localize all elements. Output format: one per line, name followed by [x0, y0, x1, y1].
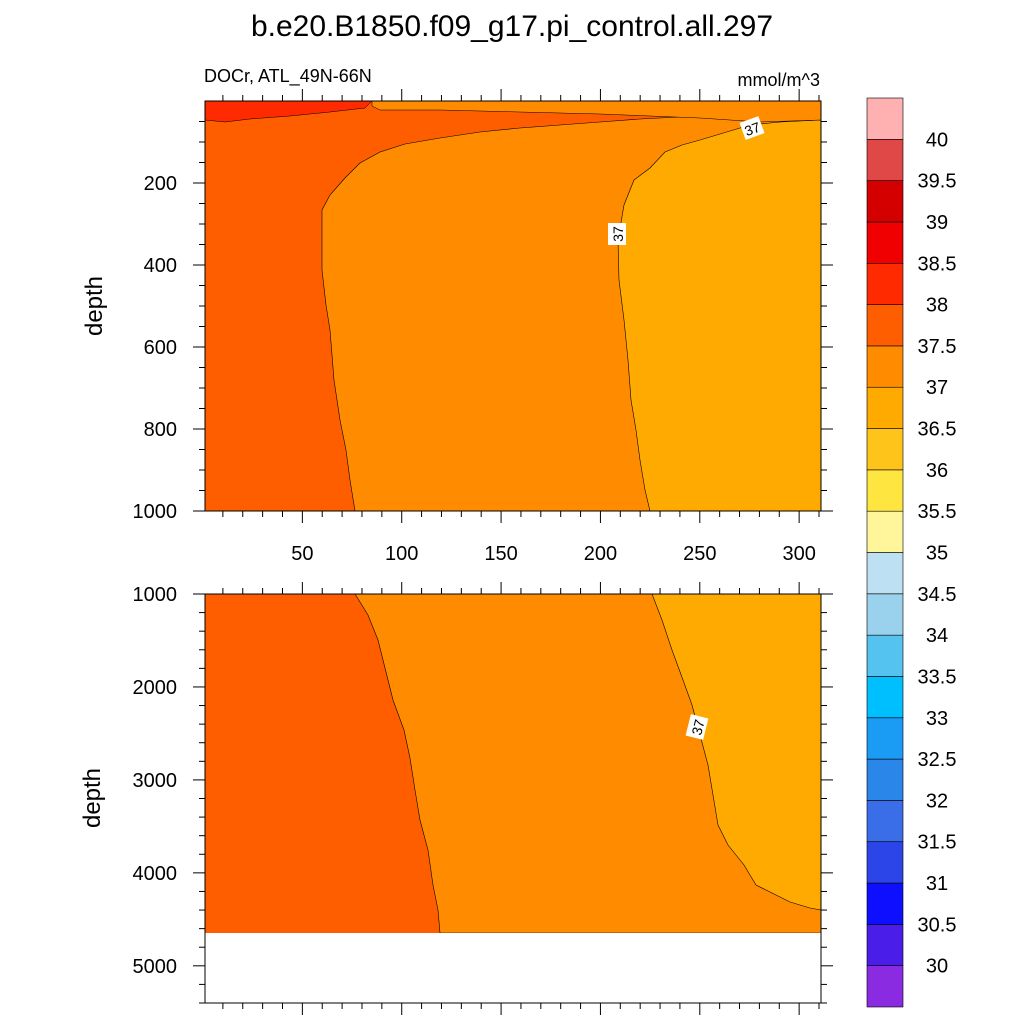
lower-y-axis: 1000 2000 3000 4000 5000: [133, 584, 833, 1004]
upper-region-36.5-37: [617, 119, 822, 512]
colorbar-label: 39.5: [918, 171, 957, 193]
colorbar-box: [866, 97, 904, 140]
colorbar-label: 39: [926, 212, 948, 234]
colorbar-label: 36: [926, 460, 948, 482]
colorbar-label: 30.5: [918, 914, 957, 936]
colorbar-box: [866, 593, 904, 636]
lower-ytick-label: 5000: [133, 956, 178, 978]
colorbar-label: 40: [926, 129, 948, 151]
upper-ytick-label: 800: [144, 419, 177, 441]
colorbar-label: 37: [926, 377, 948, 399]
upper-ytick-label: 600: [144, 337, 177, 359]
colorbar-box: [866, 882, 904, 925]
colorbar-label: 31: [926, 873, 948, 895]
lower-ytick-label: 2000: [133, 677, 178, 699]
colorbar-label: 37.5: [918, 336, 957, 358]
colorbar-label: 30: [926, 956, 948, 978]
upper-ytick-label: 200: [144, 173, 177, 195]
upper-panel: 37 37 200 400 600 800 1000 50 100 150 200 250 300…: [81, 89, 833, 565]
upper-xtick-label: 200: [584, 543, 617, 565]
upper-contour-label-1-text: 37: [742, 119, 762, 139]
colorbar-box: [866, 965, 904, 1008]
upper-x-axis: 50 100 150 200 250 300: [222, 89, 820, 565]
colorbar-label: 36.5: [918, 419, 957, 441]
upper-xtick-label: 150: [484, 543, 517, 565]
lower-ylabel: depth: [79, 768, 106, 828]
colorbar-label: 35.5: [918, 501, 957, 523]
colorbar-label: 33: [926, 708, 948, 730]
upper-contour-label-1: 37: [739, 116, 765, 140]
upper-region-38-38.5: [204, 100, 373, 123]
upper-y-axis: 200 400 600 800 1000: [133, 121, 833, 523]
colorbar-box: [866, 717, 904, 760]
colorbar-label: 31.5: [918, 832, 957, 854]
lower-panel: 37 1000 2000 3000 4000 5000 depth: [79, 582, 833, 1015]
colorbar-box: [866, 510, 904, 553]
colorbar-box: [866, 552, 904, 595]
colorbar-box: [866, 304, 904, 347]
upper-ytick-label: 400: [144, 255, 177, 277]
lower-ytick-label: 1000: [133, 584, 178, 606]
upper-xtick-label: 250: [683, 543, 716, 565]
colorbar-box: [866, 139, 904, 181]
lower-ytick-label: 3000: [133, 770, 178, 792]
colorbar-box: [866, 345, 904, 388]
lower-contour-label: 37: [685, 714, 709, 740]
units-label: mmol/m^3: [738, 70, 820, 90]
colorbar-box: [866, 221, 904, 264]
upper-xtick-label: 50: [291, 543, 313, 565]
colorbar-label: 32.5: [918, 749, 957, 771]
upper-contour-label-2: 37: [608, 223, 626, 245]
colorbar: 30 30.5 31 31.5 32 32.5 33 33.5 34 34.5 35 35.5 36 36…: [866, 97, 957, 1008]
colorbar-box: [866, 676, 904, 719]
colorbar-label: 33.5: [918, 666, 957, 688]
colorbar-label: 35: [926, 543, 948, 565]
lower-region-36.5-37: [651, 593, 822, 911]
colorbar-box: [866, 800, 904, 843]
upper-xtick-label: 100: [385, 543, 418, 565]
upper-ylabel: depth: [81, 276, 108, 336]
colorbar-box: [866, 841, 904, 884]
colorbar-label: 38: [926, 295, 948, 317]
colorbar-label: 38.5: [918, 253, 957, 275]
colorbar-box: [866, 428, 904, 471]
lower-ytick-label: 4000: [133, 863, 178, 885]
colorbar-box: [866, 262, 904, 305]
colorbar-box: [866, 386, 904, 429]
lower-no-data-area: [205, 933, 821, 1003]
colorbar-label: 34.5: [918, 584, 957, 606]
colorbar-box: [866, 924, 904, 966]
chart-title: b.e20.B1850.f09_g17.pi_control.all.297: [251, 10, 773, 43]
colorbar-box: [866, 469, 904, 512]
upper-xtick-label: 300: [782, 543, 815, 565]
lower-x-axis: [222, 582, 820, 1015]
lower-contour-label-text: 37: [688, 718, 707, 737]
colorbar-label: 34: [926, 625, 948, 647]
upper-ytick-label: 1000: [133, 501, 178, 523]
colorbar-box: [866, 180, 904, 223]
colorbar-box: [866, 758, 904, 801]
colorbar-box: [866, 634, 904, 677]
colorbar-label: 32: [926, 790, 948, 812]
upper-contour-label-2-text: 37: [610, 226, 626, 242]
variable-region-label: DOCr, ATL_49N-66N: [204, 66, 372, 87]
